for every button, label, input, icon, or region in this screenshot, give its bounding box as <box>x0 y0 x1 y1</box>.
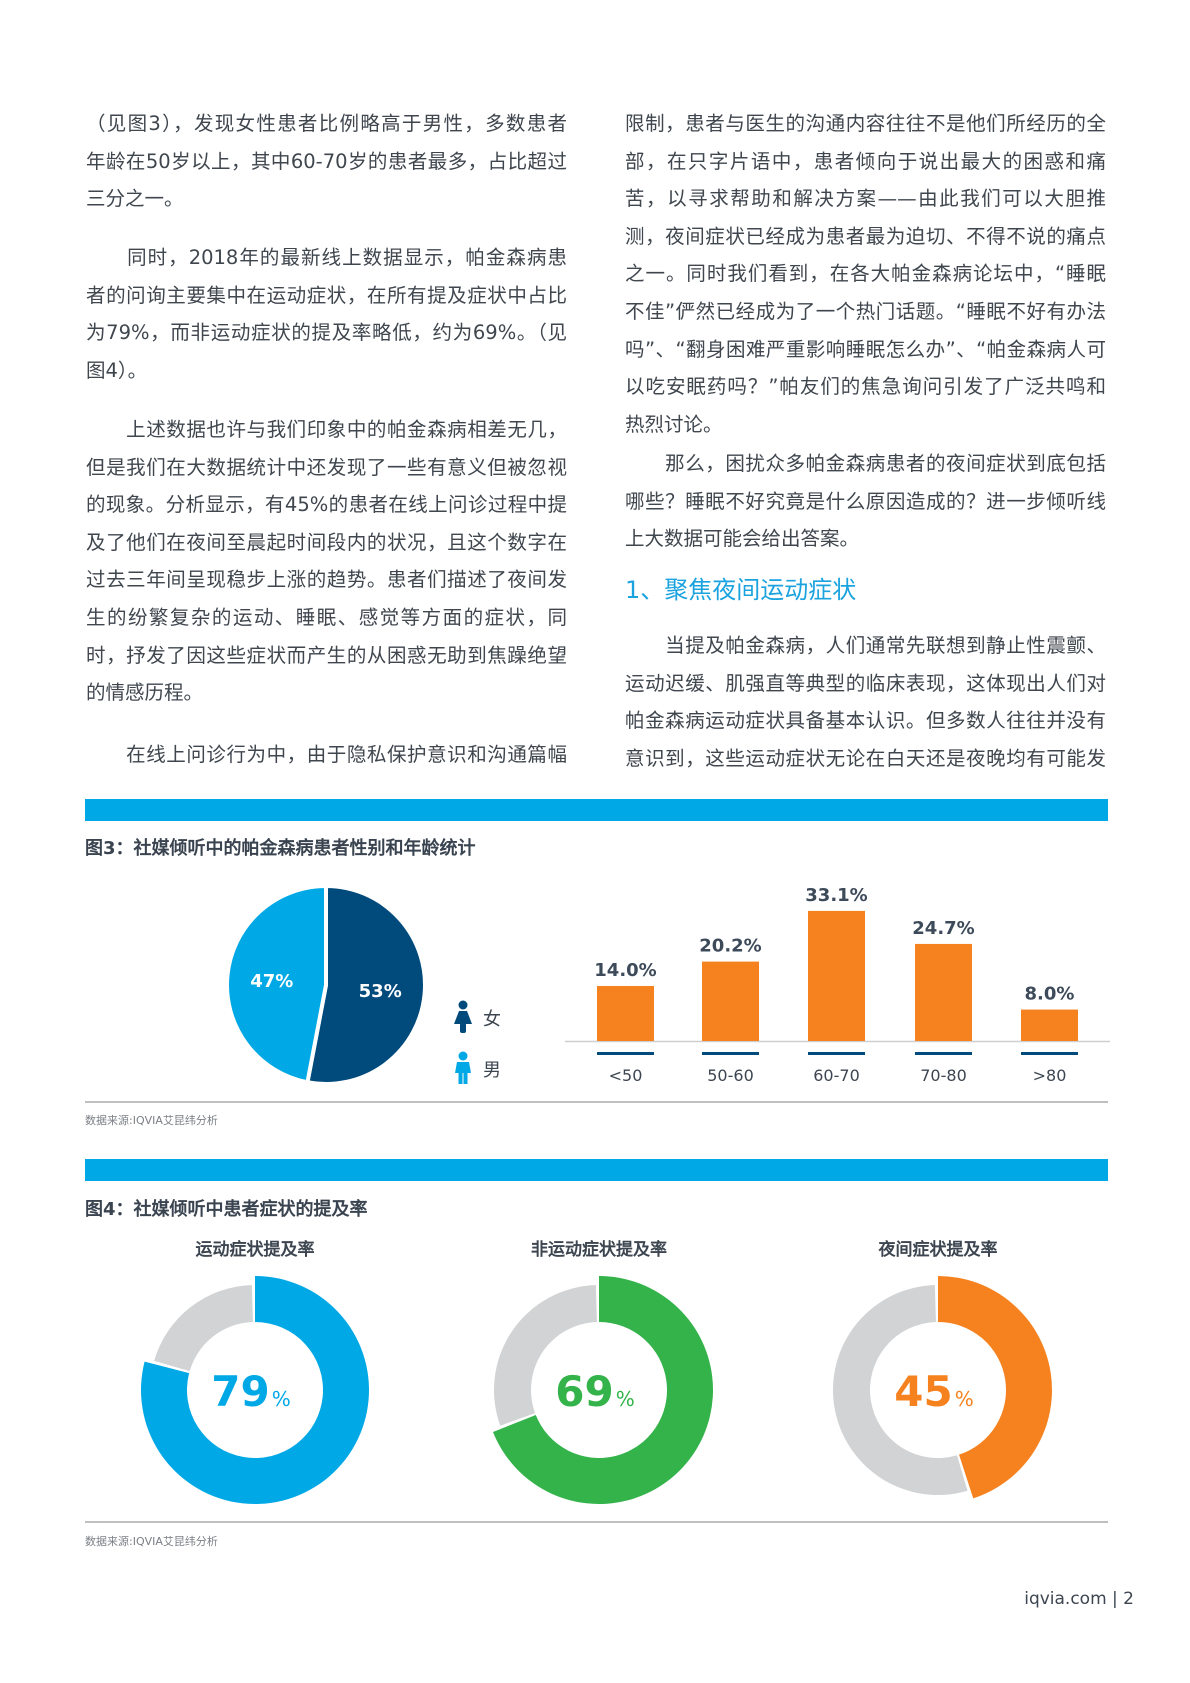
figure4-title: 图4：社媒倾听中患者症状的提及率 <box>85 1199 368 1220</box>
figure4-divider <box>85 1521 1108 1523</box>
pie-slice-female <box>305 883 427 1086</box>
text-line: 热烈讨论。 <box>625 412 723 436</box>
donut-title: 运动症状提及率 <box>196 1239 315 1260</box>
paragraph: 限制，患者与医生的沟通内容往往不是他们所经历的全 部，在只字片语中，患者倾向于说出… <box>625 105 1106 443</box>
paragraph: 当提及帕金森病，人们通常先联想到静止性震颤、 运动迟缓、肌强直等典型的临床表现，这… <box>625 627 1106 777</box>
text-line: 时，抒发了因这些症状而产生的从困惑无助到焦躁绝望 <box>86 643 567 667</box>
text-line: 当提及帕金森病，人们通常先联想到静止性震颤、 <box>625 634 1106 657</box>
text-line: 以吃安眠药吗？”帕友们的焦急询问引发了广泛共鸣和 <box>625 375 1106 399</box>
bar-value-label: 20.2% <box>699 936 761 957</box>
donut-chart: 夜间症状提及率 45% <box>833 1239 1053 1499</box>
text-line: 上述数据也许与我们印象中的帕金森病相差无几， <box>86 418 567 441</box>
text-line: 图4）。 <box>86 358 148 382</box>
page-footer: iqvia.com | 2 <box>1024 1589 1134 1609</box>
category-marker <box>702 1052 759 1055</box>
text-line: 测，夜间症状已经成为患者最为迫切、不得不说的痛点 <box>625 224 1106 248</box>
figure3-title: 图3：社媒倾听中的帕金森病患者性别和年龄统计 <box>85 838 476 859</box>
figure3-source: 数据来源:IQVIA艾昆纬分析 <box>85 1114 218 1127</box>
category-label: >80 <box>1033 1066 1067 1085</box>
gender-pie-chart: 53% 47% <box>225 883 427 1086</box>
paragraph: 上述数据也许与我们印象中的帕金森病相差无几， 但是我们在大数据统计中还发现了一些有… <box>86 411 567 712</box>
bar-value-label: 8.0% <box>1025 984 1075 1005</box>
text-line: 生的纷繁复杂的运动、睡眠、感觉等方面的症状，同 <box>86 605 567 629</box>
paragraph: （见图3），发现女性患者比例略高于男性，多数患者 年龄在50岁以上，其中60-70… <box>86 105 567 218</box>
category-marker <box>808 1052 865 1055</box>
category-label: <50 <box>609 1066 643 1085</box>
donut-title: 夜间症状提及率 <box>878 1239 998 1260</box>
category-label: 70-80 <box>920 1066 967 1085</box>
bar-value-label: 33.1% <box>805 885 867 906</box>
text-line: 为79%，而非运动症状的提及率略低，约为69%。（见 <box>86 321 567 345</box>
paragraph: 在线上问诊行为中，由于隐私保护意识和沟通篇幅 <box>86 736 567 774</box>
bar-70-80 <box>915 943 972 1041</box>
donut-value-arc <box>141 1276 370 1504</box>
female-person-icon <box>454 1000 472 1033</box>
category-label: 50-60 <box>707 1066 754 1085</box>
pie-slice-male <box>225 883 328 1085</box>
text-line: 不佳”俨然已经成为了一个热门话题。“睡眠不好有办法 <box>625 299 1106 323</box>
bar-<50 <box>597 985 654 1041</box>
donut-value: 69% <box>555 1367 634 1416</box>
text-line: 苦，以寻求帮助和解决方案——由此我们可以大胆推 <box>625 187 1106 211</box>
text-line: 者的问询主要集中在运动症状，在所有提及症状中占比 <box>86 283 567 307</box>
bar-60-70 <box>808 910 865 1041</box>
figure4-source: 数据来源:IQVIA艾昆纬分析 <box>85 1535 218 1548</box>
donut-remainder <box>833 1285 968 1495</box>
text-line: 部，在只字片语中，患者倾向于说出最大的困惑和痛 <box>625 149 1106 173</box>
legend-female-label: 女 <box>483 1009 501 1030</box>
bar-value-label: 24.7% <box>912 918 974 939</box>
text-line: 限制，患者与医生的沟通内容往往不是他们所经历的全 <box>625 112 1106 135</box>
paragraph: 那么，困扰众多帕金森病患者的夜间症状到底包括 哪些？睡眠不好究竟是什么原因造成的？… <box>625 445 1106 558</box>
text-line: 年龄在50岁以上，其中60-70岁的患者最多，占比超过 <box>86 149 567 173</box>
text-line: 之一。同时我们看到，在各大帕金森病论坛中，“睡眠 <box>625 262 1106 286</box>
text-line: 同时，2018年的最新线上数据显示，帕金森病患 <box>86 246 567 269</box>
text-line: （见图3），发现女性患者比例略高于男性，多数患者 <box>86 112 567 135</box>
text-line: 意识到，这些运动症状无论在白天还是夜晚均有可能发 <box>625 746 1106 770</box>
category-marker <box>597 1052 654 1055</box>
text-line: 的现象。分析显示，有45%的患者在线上问诊过程中提 <box>86 493 567 517</box>
text-line: 运动迟缓、肌强直等典型的临床表现，这体现出人们对 <box>625 671 1106 695</box>
figure3-band <box>85 799 1108 821</box>
bar-50-60 <box>702 961 759 1041</box>
donut-remainder <box>154 1285 253 1372</box>
male-person-icon <box>455 1051 471 1084</box>
pie-label: 47% <box>250 971 293 992</box>
donut-value: 79% <box>211 1367 290 1416</box>
donut-value-arc <box>938 1276 1053 1499</box>
age-bar-chart: 14.0% <50 20.2% 50-60 33.1% 60-70 24.7% 70-80 8.… <box>565 885 1110 1085</box>
donut-chart: 运动症状提及率 79% <box>141 1239 370 1504</box>
category-marker <box>1021 1052 1078 1055</box>
text-line: 但是我们在大数据统计中还发现了一些有意义但被忽视 <box>86 455 567 479</box>
donut-remainder <box>493 1285 597 1426</box>
figure3-divider <box>85 1101 1108 1103</box>
text-line: 那么，困扰众多帕金森病患者的夜间症状到底包括 <box>625 452 1106 475</box>
figure4-band <box>85 1159 1108 1181</box>
text-line: 帕金森病运动症状具备基本认识。但多数人往往并没有 <box>625 709 1106 733</box>
legend-male-label: 男 <box>483 1060 501 1081</box>
bar-value-label: 14.0% <box>594 960 656 981</box>
text-line: 吗”、“翻身困难严重影响睡眠怎么办”、“帕金森病人可 <box>625 337 1106 361</box>
donut-value: 45% <box>894 1367 973 1416</box>
text-line: 过去三年间呈现稳步上涨的趋势。患者们描述了夜间发 <box>86 568 567 592</box>
symptom-donut-charts: 运动症状提及率 79 % 非运动症状提及率 69 % 夜间症状提及率 45% <box>141 1239 1053 1504</box>
donut-title: 非运动症状提及率 <box>531 1239 667 1260</box>
donut-chart: 非运动症状提及率 69% <box>493 1239 713 1504</box>
text-line: 的情感历程。 <box>86 681 204 705</box>
text-line: 上大数据可能会给出答案。 <box>625 527 860 551</box>
donut-value-arc <box>493 1276 713 1504</box>
section-heading: 1、聚焦夜间运动症状 <box>625 576 857 604</box>
category-marker <box>915 1052 972 1055</box>
text-line: 及了他们在夜间至晨起时间段内的状况，且这个数字在 <box>86 530 567 554</box>
text-line: 在线上问诊行为中，由于隐私保护意识和沟通篇幅 <box>86 743 567 766</box>
bar->80 <box>1021 1009 1078 1041</box>
category-label: 60-70 <box>813 1066 860 1085</box>
paragraph: 同时，2018年的最新线上数据显示，帕金森病患 者的问询主要集中在运动症状，在所有… <box>86 239 567 389</box>
pie-label: 53% <box>359 981 402 1002</box>
text-line: 哪些？睡眠不好究竟是什么原因造成的？进一步倾听线 <box>625 489 1106 513</box>
text-line: 三分之一。 <box>86 187 184 211</box>
